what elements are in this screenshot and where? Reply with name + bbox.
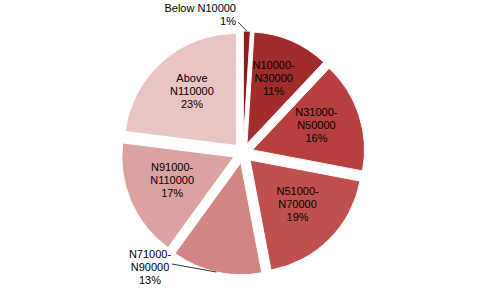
pie-chart: Below N100001% N10000-N3000011% N31000-N50… [0,0,485,293]
slice-value-label: 16% [305,132,327,144]
labels: Below N100001% N10000-N3000011% N31000-N50… [129,2,338,286]
pie-slice [253,68,365,171]
pie-slice [250,160,360,270]
chart-container: Below N100001% N10000-N3000011% N31000-N50… [0,0,485,293]
slice-label: AboveN110000 [170,72,214,97]
slice-value-label: 19% [287,211,309,223]
slices [122,31,365,275]
slice-value-label: 13% [139,274,161,286]
leader-line [238,22,247,31]
slice-label: N71000-N90000 [129,248,172,273]
slice-label: N51000-N70000 [276,185,319,210]
slice-value-label: 11% [263,85,284,97]
slice-label: N10000-N30000 [253,59,296,84]
leader-line [172,264,216,272]
slice-label: N91000-N110000 [150,161,194,186]
slice-label: N31000-N50000 [295,106,338,131]
slice-value-label: 23% [181,98,203,110]
pie-slice [125,33,236,145]
slice-value-label: 1% [220,15,236,27]
slice-label: Below N10000 [164,2,236,14]
pie-slice [122,143,234,248]
slice-value-label: 17% [161,187,183,199]
